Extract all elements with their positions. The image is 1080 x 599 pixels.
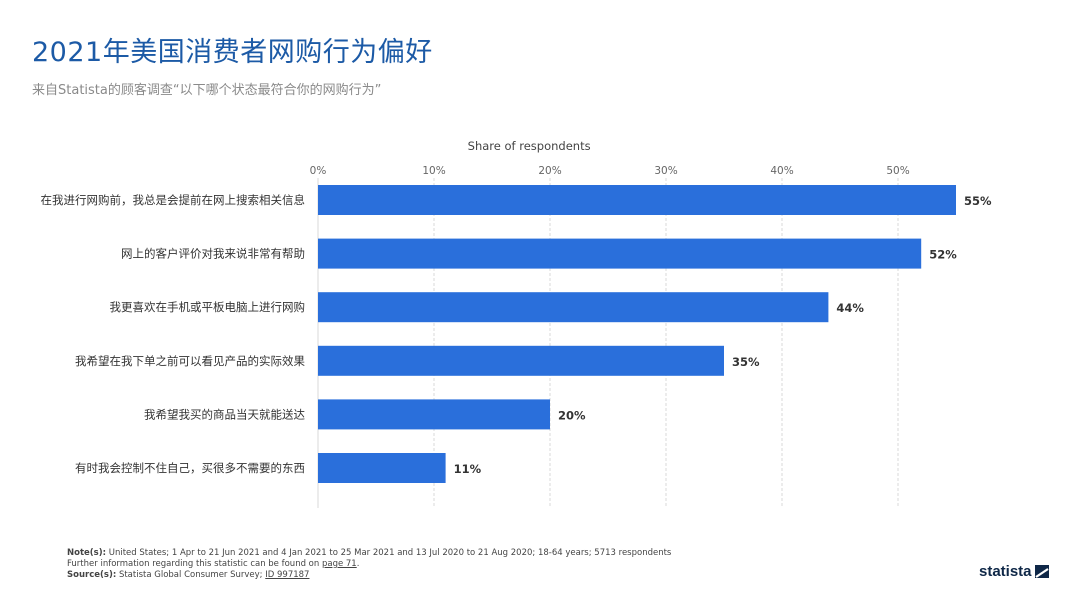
- statista-logo-text: statista: [979, 563, 1032, 580]
- source-label: Source(s):: [67, 570, 117, 580]
- statista-logo[interactable]: statista: [979, 563, 1049, 580]
- source-id-link[interactable]: ID 997187: [265, 570, 310, 580]
- note-label: Note(s):: [67, 548, 107, 558]
- note-text: United States; 1 Apr to 21 Jun 2021 and …: [108, 548, 672, 558]
- data-label: 35%: [732, 355, 760, 369]
- data-label: 20%: [558, 408, 586, 422]
- x-tick-label: 30%: [654, 165, 677, 177]
- bar: [318, 399, 550, 430]
- bar: [318, 185, 956, 215]
- category-label: 在我进行网购前，我总是会提前在网上搜索相关信息: [41, 193, 306, 207]
- statista-logo-icon: [1034, 565, 1049, 578]
- data-label: 44%: [836, 301, 864, 315]
- data-label: 11%: [454, 462, 482, 476]
- bar: [318, 292, 829, 323]
- x-tick-label: 10%: [422, 165, 445, 177]
- category-label: 网上的客户评价对我来说非常有帮助: [121, 247, 305, 261]
- bar-chart: Share of respondents 0% 10% 20% 30% 40% 50% 在我进…: [41, 139, 992, 508]
- note-line: Note(s): United States; 1 Apr to 21 Jun …: [67, 548, 671, 559]
- bar: [318, 238, 922, 269]
- bar: [318, 453, 446, 483]
- further-info-text: Further information regarding this stati…: [67, 559, 320, 569]
- x-axis-title: Share of respondents: [468, 139, 591, 153]
- x-tick-label: 20%: [538, 165, 561, 177]
- data-label: 52%: [929, 248, 957, 262]
- data-label: 55%: [964, 194, 992, 208]
- page-link[interactable]: page 71: [321, 559, 357, 569]
- source-line: Source(s): Statista Global Consumer Surv…: [67, 570, 671, 581]
- x-tick-label: 40%: [770, 165, 793, 177]
- footer-notes: Note(s): United States; 1 Apr to 21 Jun …: [67, 548, 671, 581]
- category-label: 我希望在我下单之前可以看见产品的实际效果: [75, 354, 305, 368]
- category-label: 我更喜欢在手机或平板电脑上进行网购: [110, 300, 306, 314]
- x-tick-label: 50%: [886, 165, 909, 177]
- source-text: Statista Global Consumer Survey;: [118, 570, 263, 580]
- further-info-end: .: [356, 559, 360, 569]
- page-subtitle: 来自Statista的顾客调查“以下哪个状态最符合你的网购行为”: [32, 83, 382, 98]
- bar: [318, 345, 724, 376]
- further-info-line: Further information regarding this stati…: [67, 559, 671, 570]
- category-label: 有时我会控制不住自己，买很多不需要的东西: [75, 461, 305, 475]
- category-label: 我希望我买的商品当天就能送达: [144, 407, 305, 421]
- x-tick-label: 0%: [310, 165, 327, 177]
- page-title: 2021年美国消费者网购行为偏好: [32, 37, 433, 68]
